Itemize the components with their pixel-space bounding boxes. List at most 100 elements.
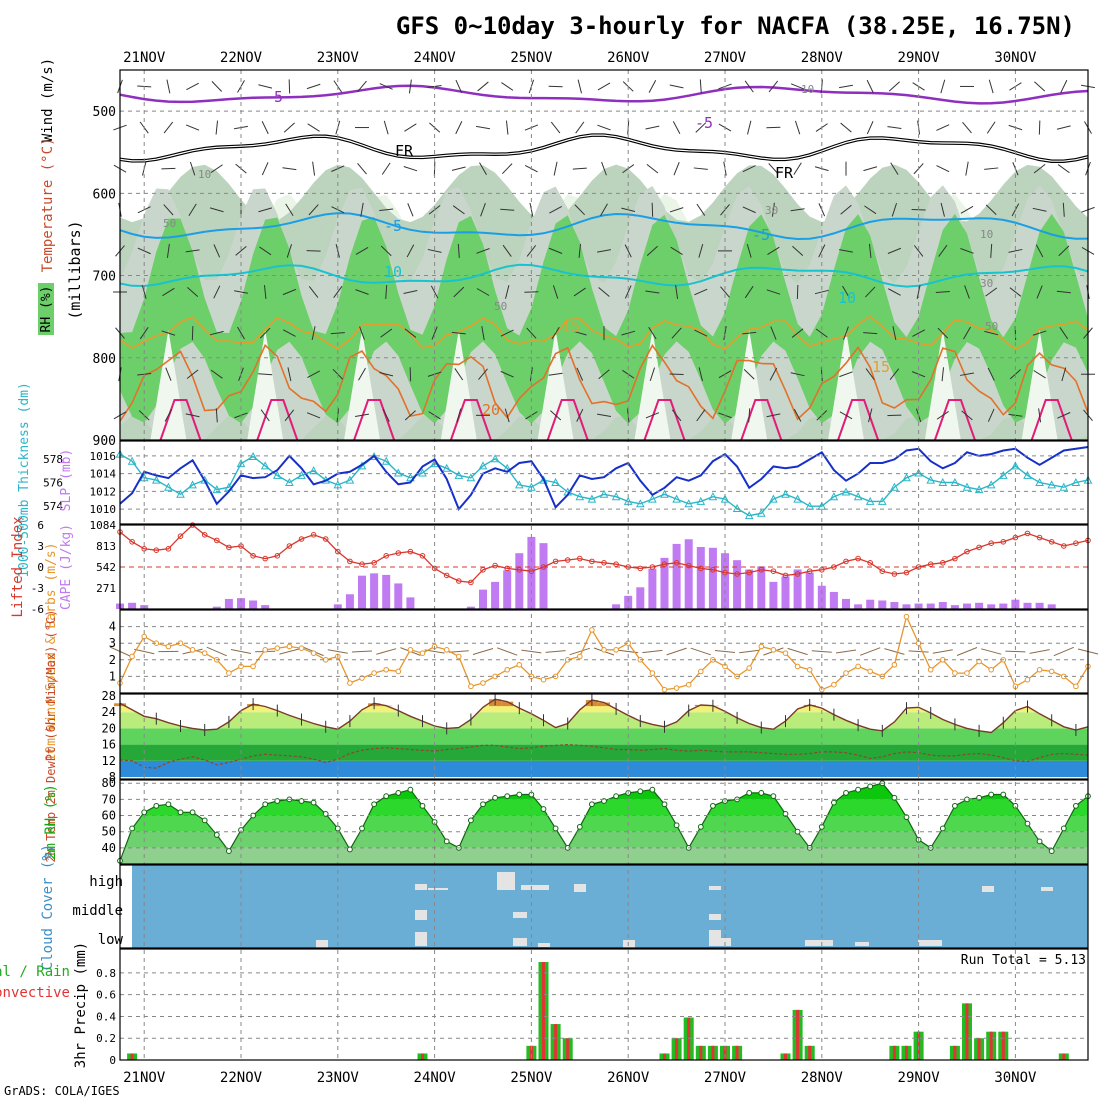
rh-legend-swatch xyxy=(38,283,54,335)
contour-label: 10 xyxy=(980,228,993,241)
cape-bar xyxy=(394,583,403,609)
cloud-block xyxy=(709,930,721,946)
upper-wind-barb xyxy=(166,243,170,258)
precip-convective-bar xyxy=(917,1031,921,1060)
thickness-point xyxy=(272,470,282,479)
rh-point xyxy=(649,786,656,793)
isotherm-25 xyxy=(643,399,686,441)
surface-wind-barb xyxy=(835,649,857,654)
upper-wind-barb xyxy=(430,285,439,299)
rh-tick: 50 xyxy=(102,825,116,839)
upper-wind-barb xyxy=(576,408,584,422)
lifted-index-point xyxy=(1000,539,1007,545)
rh-point xyxy=(1060,825,1067,832)
thickness-point xyxy=(890,482,899,491)
wind-speed-point xyxy=(613,647,619,653)
surface-wind-barb xyxy=(642,649,663,654)
cape-bar xyxy=(684,539,693,609)
cape-bar xyxy=(793,569,802,609)
upper-wind-barb xyxy=(139,327,149,340)
rh-point xyxy=(758,790,765,796)
upper-wind-barb xyxy=(891,202,898,217)
lifted-index-point xyxy=(322,536,329,542)
precip-convective-bar xyxy=(421,1053,424,1060)
contour-label: FR xyxy=(775,164,794,182)
surface-wind-barb xyxy=(351,650,373,653)
surface-wind-barb xyxy=(327,649,348,654)
day-label-top: 21NOV xyxy=(123,50,166,66)
wind-speed-point xyxy=(383,666,390,673)
cloud-block xyxy=(428,888,448,890)
upper-wind-barb xyxy=(598,369,610,380)
rh-point xyxy=(1073,802,1079,809)
upper-wind-barb xyxy=(210,164,223,173)
upper-wind-barb xyxy=(335,243,340,258)
upper-wind-barb xyxy=(526,245,537,257)
rh-point xyxy=(746,790,753,796)
cape-bar xyxy=(491,581,500,609)
upper-wind-barb xyxy=(767,246,780,256)
cloud-block xyxy=(855,942,869,946)
upper-wind-barb xyxy=(865,368,875,381)
upper-wind-barb xyxy=(260,409,270,422)
wind-speed-point xyxy=(274,645,281,651)
temp-tick: 8 xyxy=(109,770,116,784)
precip-convective-bar xyxy=(1001,1031,1005,1060)
upper-wind-barb xyxy=(693,167,708,170)
wind-tick: 2 xyxy=(109,653,116,667)
upper-wind-barb xyxy=(794,120,801,135)
contour-label: 10 xyxy=(838,289,856,307)
upper-wind-barb xyxy=(163,204,174,216)
upper-wind-barb xyxy=(1008,248,1023,253)
upper-wind-barb xyxy=(601,161,607,176)
upper-wind-barb xyxy=(649,367,656,382)
upper-wind-barb xyxy=(770,326,777,340)
upper-wind-barb xyxy=(769,367,778,381)
rh-point xyxy=(661,801,668,808)
upper-wind-barb xyxy=(161,330,176,336)
thickness-point xyxy=(829,492,839,501)
slp-tick: 1014 xyxy=(90,468,117,481)
grid xyxy=(120,70,1088,1060)
cloud-block xyxy=(805,940,833,946)
upper-wind-barb xyxy=(792,245,804,256)
surface-wind-barb xyxy=(666,647,687,656)
precip-convective-bar xyxy=(989,1031,993,1060)
cloud-block xyxy=(709,886,721,890)
cape-bar xyxy=(769,581,778,609)
cloud-block xyxy=(623,940,635,948)
wind-speed-point xyxy=(577,653,583,660)
upper-wind-barb xyxy=(1032,330,1047,336)
thickness-point xyxy=(781,489,790,498)
upper-wind-barb xyxy=(791,328,804,338)
chart-title: GFS 0~10day 3-hourly for NACFA (38.25E, … xyxy=(396,12,1075,40)
thickness-label: 1000-500mb Thickness (dm) xyxy=(17,382,32,578)
upper-wind-barb xyxy=(359,326,365,340)
thickness-point xyxy=(127,456,137,465)
wind-speed-point xyxy=(698,668,704,675)
lifted-index-point xyxy=(794,571,801,577)
precip-convective-bar xyxy=(1062,1053,1066,1060)
upper-wind-barb xyxy=(287,367,292,382)
upper-wind-barb xyxy=(360,202,364,217)
upper-wind-barb xyxy=(379,208,394,212)
upper-wind-barb xyxy=(258,207,273,213)
lifted-index-point xyxy=(383,553,390,559)
upper-wind-barb xyxy=(500,370,514,378)
rh-point xyxy=(1048,848,1055,854)
dry-plume xyxy=(344,330,380,440)
contour-label: 50 xyxy=(985,320,998,333)
upper-wind-barb xyxy=(553,161,558,176)
thickness-point xyxy=(285,477,294,486)
lifted-index-point xyxy=(831,564,837,570)
upper-wind-barb xyxy=(892,326,897,341)
panel-frame xyxy=(119,69,1089,441)
cloud-block xyxy=(521,885,549,890)
upper-wind-barb xyxy=(1059,327,1069,340)
upper-wind-barb xyxy=(526,327,537,339)
precip-convective-bar xyxy=(905,1045,908,1060)
lifted-index-point xyxy=(927,561,934,568)
rh-point xyxy=(576,823,583,830)
upper-wind-barb xyxy=(261,121,269,135)
lifted-index-point xyxy=(516,567,523,573)
